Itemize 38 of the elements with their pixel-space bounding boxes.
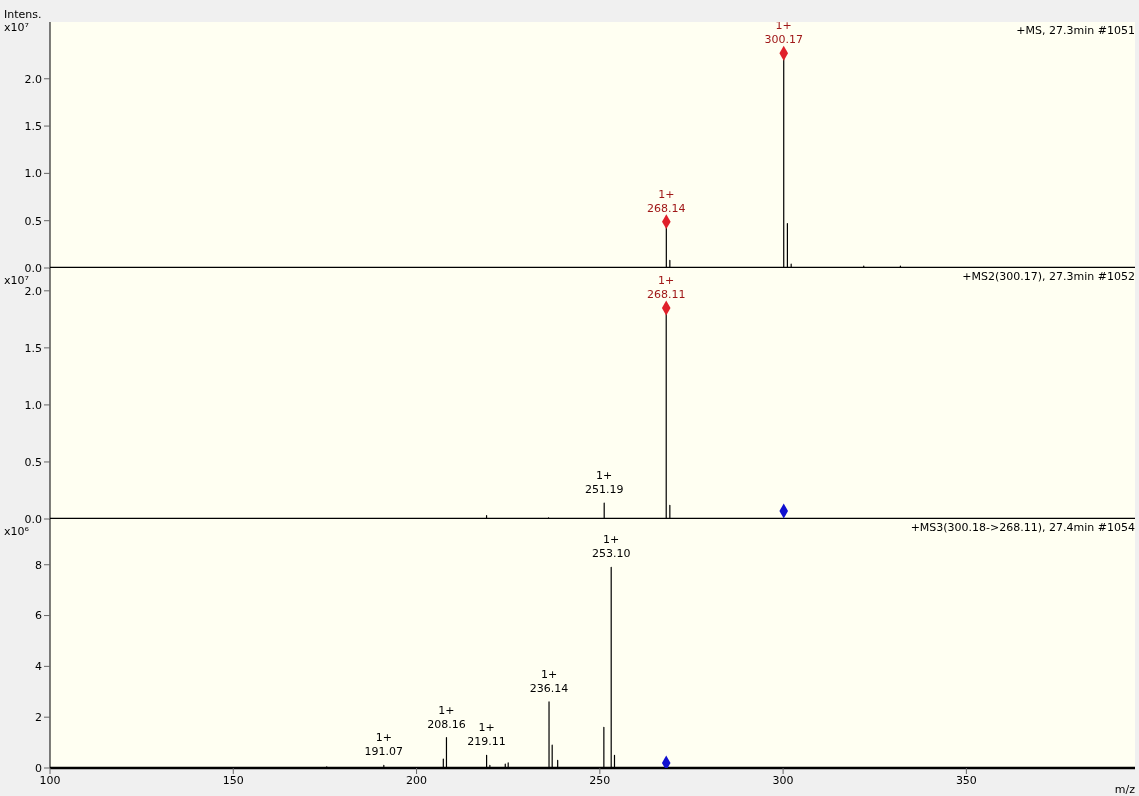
annotation: 1+ 268.14 bbox=[647, 187, 686, 215]
chart-title: +MS, 27.3min #1051 bbox=[1016, 24, 1135, 37]
annotation: 1+ 251.19 bbox=[584, 469, 624, 497]
y-tick-label: 1.0 bbox=[24, 398, 42, 412]
x-tick-label: 150 bbox=[222, 773, 244, 787]
x-tick-label: 200 bbox=[406, 773, 428, 787]
annotation: 1+ 300.17 bbox=[764, 19, 803, 47]
y-tick-label: 0.5 bbox=[24, 214, 42, 228]
y-tick-label: 2.0 bbox=[24, 284, 42, 298]
y-tick-label: 1.0 bbox=[24, 167, 42, 181]
x-tick-label: 250 bbox=[589, 773, 611, 787]
y-tick-label: 0.5 bbox=[24, 455, 42, 469]
y-tick-label: 1.5 bbox=[24, 119, 42, 133]
chart-title: +MS2(300.17), 27.3min #1052 bbox=[962, 270, 1135, 283]
y-tick-label: 2 bbox=[35, 711, 42, 725]
annotation: 1+ 268.11 bbox=[646, 273, 686, 301]
y-tick-label: 8 bbox=[35, 558, 42, 572]
y-tick-label: 0 bbox=[35, 761, 42, 775]
y-tick-label: 0.0 bbox=[24, 261, 42, 275]
x-tick-label: 100 bbox=[39, 773, 61, 787]
y-tick-label: 1.5 bbox=[24, 341, 42, 355]
y-axis-title: Intens. bbox=[4, 8, 42, 21]
annotation: 1+ 219.11 bbox=[467, 721, 506, 749]
annotation: 1+ 191.07 bbox=[364, 731, 404, 759]
y-tick-label: 0.0 bbox=[24, 512, 42, 526]
text: x10⁷ bbox=[4, 274, 29, 287]
chart-title: +MS3(300.18->268.11), 27.4min #1054 bbox=[910, 521, 1135, 534]
annotation: 1+ 236.14 bbox=[529, 667, 569, 695]
annotation: 1+ 253.10 bbox=[591, 533, 631, 561]
y-tick-label: 4 bbox=[35, 660, 42, 674]
x-tick-label: 350 bbox=[955, 773, 977, 787]
x-tick-label: 300 bbox=[772, 773, 794, 787]
y-tick-label: 6 bbox=[35, 609, 42, 623]
text: x10⁶ bbox=[4, 525, 29, 538]
annotation: 1+ 208.16 bbox=[427, 703, 466, 731]
y-tick-label: 2.0 bbox=[24, 72, 42, 86]
x-axis-title: m/z bbox=[1114, 783, 1135, 796]
text: x10⁷ bbox=[4, 21, 30, 34]
